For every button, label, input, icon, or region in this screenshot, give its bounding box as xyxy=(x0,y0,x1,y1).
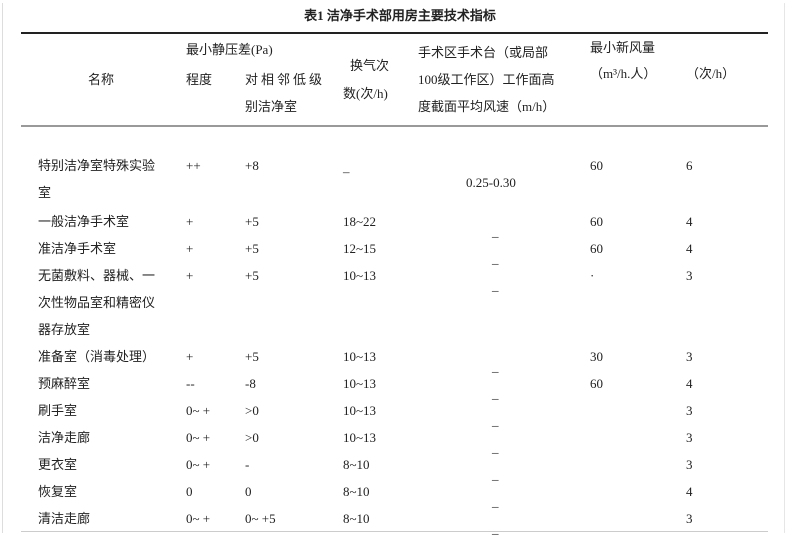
cell-degree: 0~ + xyxy=(186,430,211,445)
cell-adjacent: +5 xyxy=(245,214,259,229)
cell-name: 次性物品室和精密仪 xyxy=(38,295,156,310)
cell-fresh-air-person: 60 xyxy=(590,158,603,173)
cell-name: 一般洁净手术室 xyxy=(38,214,130,229)
cell-degree: 0~ + xyxy=(186,457,211,472)
cell-adjacent: - xyxy=(245,457,250,472)
cell-fresh-air-person: 60 xyxy=(590,241,603,256)
cell-adjacent: >0 xyxy=(245,430,259,445)
cell-fresh-air-hour: 3 xyxy=(686,349,693,364)
cell-velocity: _ xyxy=(492,251,499,266)
cell-air-changes: – xyxy=(343,164,350,179)
page-border xyxy=(2,3,517,533)
cell-name: 特别洁净室特殊实验 xyxy=(38,158,156,173)
cell-fresh-air-person: · xyxy=(590,268,595,283)
cell-degree: -- xyxy=(186,376,195,391)
cell-degree: + xyxy=(186,349,194,364)
cell-velocity: _ xyxy=(492,224,499,239)
cell-fresh-air-person: 60 xyxy=(590,214,603,229)
header-rule xyxy=(21,125,768,127)
cell-fresh-air-hour: 3 xyxy=(686,430,693,445)
cell-velocity: _ xyxy=(492,413,499,428)
cell-name: 刷手室 xyxy=(38,403,78,418)
top-rule xyxy=(21,32,768,34)
cell-name: 无菌敷料、器械、一 xyxy=(38,268,156,283)
bottom-rule xyxy=(21,531,768,532)
cell-fresh-air-hour: 3 xyxy=(686,268,693,283)
cell-velocity: _ xyxy=(492,386,499,401)
cell-adjacent: >0 xyxy=(245,403,259,418)
header-air-changes-2: 数(次/h) xyxy=(343,86,388,101)
cell-degree: + xyxy=(186,241,194,256)
page-border-right xyxy=(784,3,785,533)
cell-degree: 0~ + xyxy=(186,403,211,418)
cell-air-changes: 12~15 xyxy=(343,241,377,256)
header-velocity-3: 度截面平均风速（m/h） xyxy=(418,99,556,114)
header-fresh-air-unit-person: （m³/h.人） xyxy=(590,66,657,81)
cell-velocity: _ xyxy=(492,278,499,293)
cell-velocity: _ xyxy=(492,359,499,374)
cell-adjacent: 0 xyxy=(245,484,252,499)
cell-degree: + xyxy=(186,268,194,283)
header-fresh-air-unit-hour: （次/h） xyxy=(686,66,736,81)
cell-air-changes: 10~13 xyxy=(343,376,377,391)
cell-fresh-air-person: 60 xyxy=(590,376,603,391)
cell-degree: + xyxy=(186,214,194,229)
cell-air-changes: 8~10 xyxy=(343,484,370,499)
cell-velocity: _ xyxy=(492,494,499,509)
cell-degree: ++ xyxy=(186,158,201,173)
cell-name: 预麻醉室 xyxy=(38,376,91,391)
cell-air-changes: 18~22 xyxy=(343,214,377,229)
header-name: 名称 xyxy=(88,72,115,87)
cell-air-changes: 8~10 xyxy=(343,511,370,526)
cell-name: 器存放室 xyxy=(38,322,91,337)
cell-adjacent: +5 xyxy=(245,349,259,364)
header-adjacent-1: 对相邻低级 xyxy=(245,72,326,87)
cell-fresh-air-hour: 3 xyxy=(686,511,693,526)
header-degree: 程度 xyxy=(186,72,213,87)
cell-fresh-air-hour: 4 xyxy=(686,241,693,256)
cell-name: 恢复室 xyxy=(38,484,78,499)
cell-fresh-air-hour: 6 xyxy=(686,158,693,173)
header-min-pressure: 最小静压差(Pa) xyxy=(186,42,273,57)
cell-adjacent: -8 xyxy=(245,376,256,391)
cell-fresh-air-hour: 4 xyxy=(686,376,693,391)
cell-name: 清洁走廊 xyxy=(38,511,91,526)
cell-air-changes: 10~13 xyxy=(343,268,377,283)
cell-fresh-air-person: 30 xyxy=(590,349,603,364)
cell-air-changes: 8~10 xyxy=(343,457,370,472)
cell-name: 更衣室 xyxy=(38,457,78,472)
cell-adjacent: 0~ +5 xyxy=(245,511,276,526)
cell-degree: 0 xyxy=(186,484,193,499)
cell-degree: 0~ + xyxy=(186,511,211,526)
header-fresh-air: 最小新风量 xyxy=(590,40,656,55)
cell-air-changes: 10~13 xyxy=(343,403,377,418)
cell-fresh-air-hour: 4 xyxy=(686,214,693,229)
cell-velocity: _ xyxy=(492,467,499,482)
header-velocity-2: 100级工作区）工作面高 xyxy=(418,72,555,87)
cell-air-changes: 10~13 xyxy=(343,349,377,364)
cell-velocity: 0.25-0.30 xyxy=(466,175,516,190)
cell-name: 洁净走廊 xyxy=(38,430,91,445)
header-velocity-1: 手术区手术台（或局部 xyxy=(418,45,549,60)
cell-name: 室 xyxy=(38,185,52,200)
cell-adjacent: +5 xyxy=(245,268,259,283)
table-title: 表1 洁净手术部用房主要技术指标 xyxy=(304,8,496,23)
cell-fresh-air-hour: 3 xyxy=(686,457,693,472)
cell-fresh-air-hour: 3 xyxy=(686,403,693,418)
cell-name: 准洁净手术室 xyxy=(38,241,117,256)
cell-adjacent: +5 xyxy=(245,241,259,256)
cell-adjacent: +8 xyxy=(245,158,259,173)
cell-air-changes: 10~13 xyxy=(343,430,377,445)
cell-name: 准备室（消毒处理） xyxy=(38,349,156,364)
header-air-changes-1: 换气次 xyxy=(350,58,390,73)
cell-fresh-air-hour: 4 xyxy=(686,484,693,499)
cell-velocity: _ xyxy=(492,440,499,455)
header-adjacent-2: 别洁净室 xyxy=(245,99,298,114)
cell-velocity: _ xyxy=(492,521,499,536)
